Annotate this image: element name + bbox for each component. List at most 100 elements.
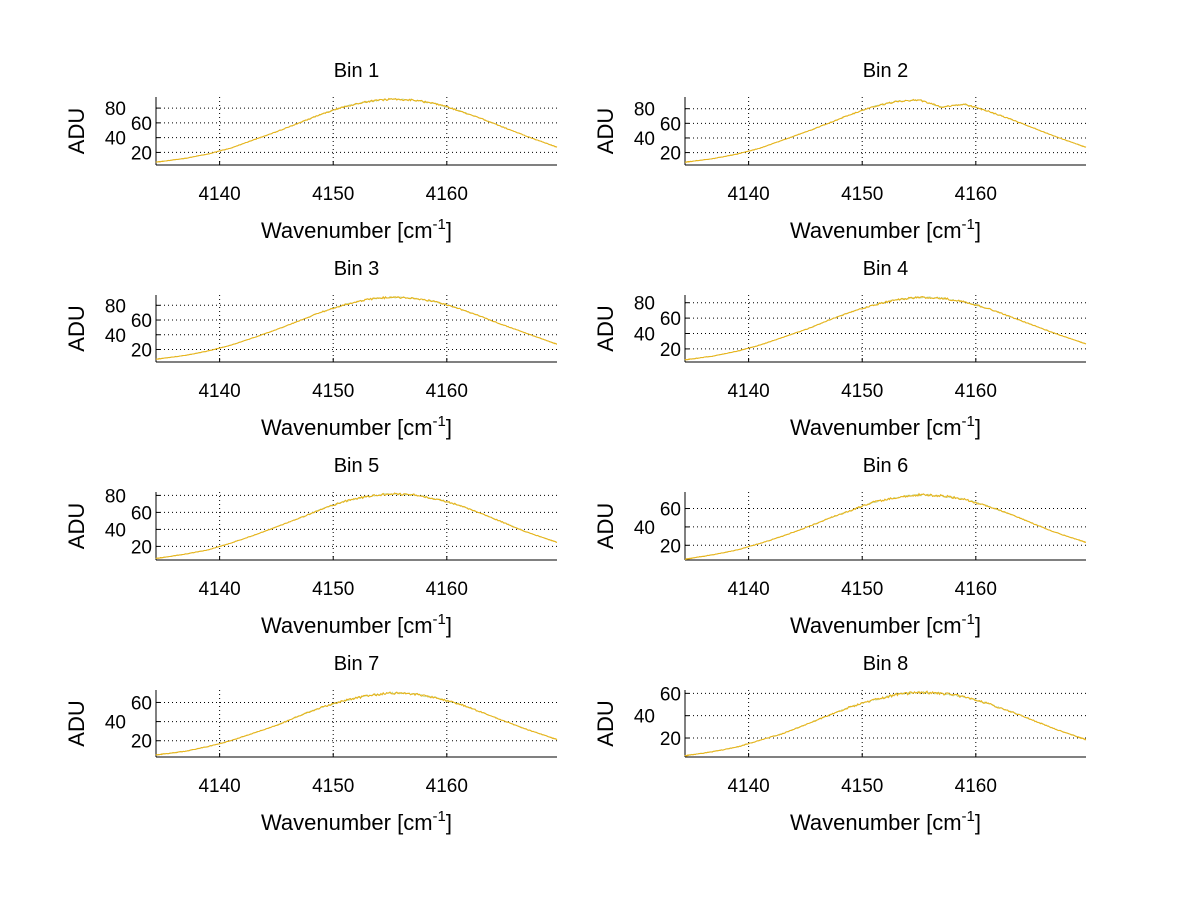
x-axis-label-text: Wavenumber [cm [790,810,962,835]
subplot-title: Bin 5 [334,455,380,477]
subplot-title: Bin 7 [334,653,380,675]
y-tick-label: 40 [105,129,126,150]
y-tick-label: 60 [131,311,152,332]
x-tick-label: 4140 [198,579,240,600]
x-axis-label-bracket: ] [446,810,452,835]
x-axis-label-superscript: -1 [433,808,446,825]
x-axis-label-superscript: -1 [433,611,446,628]
y-tick-label: 40 [634,325,655,346]
data-line-secondary [155,492,557,559]
x-axis-label-superscript: -1 [962,216,975,233]
x-axis-label: Wavenumber [cm-1] [790,413,981,440]
x-axis-label-superscript: -1 [433,413,446,430]
x-tick-label: 4150 [312,579,354,600]
data-line-secondary [155,691,557,756]
y-tick-label: 40 [634,707,655,728]
x-axis-label-bracket: ] [975,810,981,835]
y-tick-label: 80 [105,486,126,507]
subplot-title: Bin 4 [863,258,909,280]
y-tick-label: 40 [105,520,126,541]
y-tick-label: 20 [131,340,152,361]
y-tick-label: 60 [131,503,152,524]
y-tick-label: 20 [131,537,152,558]
subplot-title: Bin 6 [863,455,909,477]
y-tick-label: 60 [660,114,681,135]
x-axis-label-bracket: ] [446,613,452,638]
x-axis-label: Wavenumber [cm-1] [261,611,452,638]
y-tick-label: 20 [660,536,681,557]
y-tick-label: 20 [131,143,152,164]
y-tick-label: 60 [660,500,681,521]
x-axis-label: Wavenumber [cm-1] [790,611,981,638]
y-axis-label: ADU [64,305,89,351]
y-tick-label: 80 [634,294,655,315]
x-axis-label-text: Wavenumber [cm [790,218,962,243]
x-axis-label: Wavenumber [cm-1] [790,808,981,835]
y-tick-label: 20 [660,144,681,165]
data-line-secondary [684,296,1086,361]
x-axis-label-bracket: ] [446,415,452,440]
x-tick-label: 4160 [426,776,468,797]
x-axis-label-text: Wavenumber [cm [261,613,433,638]
x-tick-label: 4160 [426,381,468,402]
y-tick-label: 20 [131,732,152,753]
x-tick-label: 4140 [727,184,769,205]
x-tick-label: 4160 [955,381,997,402]
x-tick-label: 4140 [727,381,769,402]
x-tick-label: 4160 [426,184,468,205]
x-axis-label-text: Wavenumber [cm [261,218,433,243]
y-tick-label: 60 [131,693,152,714]
y-tick-label: 80 [105,99,126,120]
x-tick-label: 4140 [198,184,240,205]
x-axis-label: Wavenumber [cm-1] [261,216,452,243]
y-tick-label: 20 [660,340,681,361]
subplot-title: Bin 3 [334,258,380,280]
y-tick-label: 40 [634,518,655,539]
x-axis-label-superscript: -1 [433,216,446,233]
y-axis-label: ADU [593,700,618,746]
data-line [155,691,558,756]
x-axis-label-text: Wavenumber [cm [790,613,962,638]
x-axis-label-superscript: -1 [962,808,975,825]
x-tick-label: 4140 [727,776,769,797]
x-tick-label: 4150 [312,184,354,205]
y-tick-label: 60 [660,684,681,705]
x-axis-label: Wavenumber [cm-1] [261,808,452,835]
data-line [684,492,1087,560]
y-tick-label: 20 [660,729,681,750]
subplot-title: Bin 8 [863,653,909,675]
x-tick-label: 4160 [955,776,997,797]
subplot-title: Bin 2 [863,60,909,82]
y-axis-label: ADU [593,503,618,549]
subplot-title: Bin 1 [334,60,380,82]
data-line [155,492,558,560]
y-tick-label: 80 [634,100,655,121]
x-axis-label-text: Wavenumber [cm [790,415,962,440]
data-line [155,97,558,163]
x-tick-label: 4140 [198,776,240,797]
data-line [684,690,1087,757]
x-axis-label-bracket: ] [975,218,981,243]
y-axis-label: ADU [64,700,89,746]
data-line [684,296,1087,361]
x-tick-label: 4160 [955,184,997,205]
y-axis-label: ADU [64,503,89,549]
y-axis-label: ADU [64,108,89,154]
x-axis-label-text: Wavenumber [cm [261,810,433,835]
x-tick-label: 4150 [841,776,883,797]
y-tick-label: 60 [131,114,152,135]
x-axis-label: Wavenumber [cm-1] [790,216,981,243]
y-axis-label: ADU [593,305,618,351]
x-axis-label-bracket: ] [975,613,981,638]
x-axis-label-text: Wavenumber [cm [261,415,433,440]
x-tick-label: 4150 [312,381,354,402]
